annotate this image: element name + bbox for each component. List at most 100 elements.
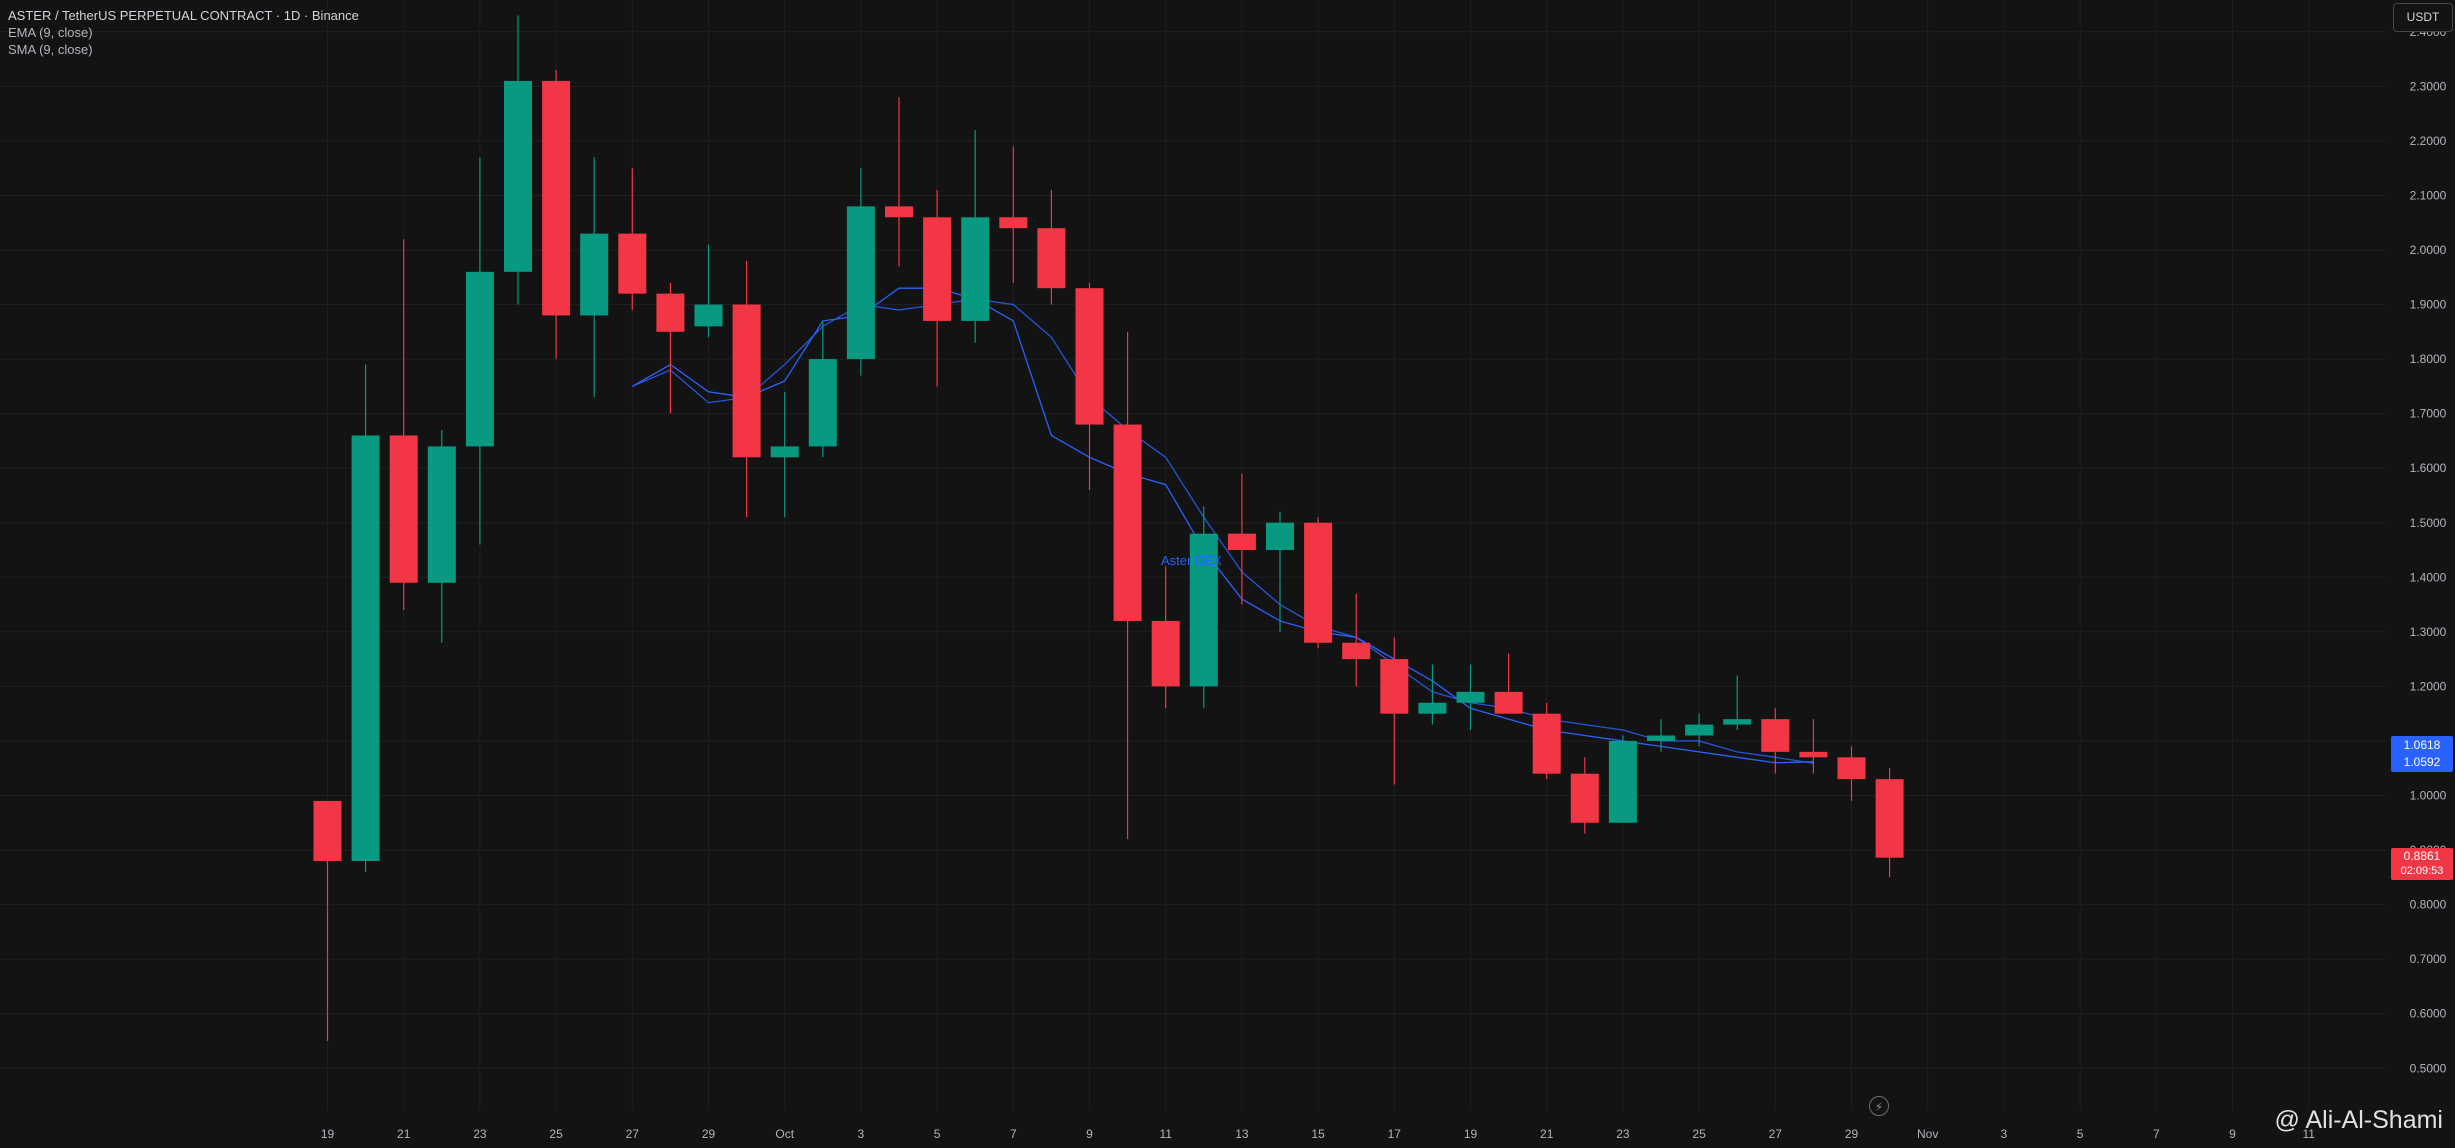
sma-line xyxy=(632,298,1814,764)
candle-body xyxy=(1723,719,1752,725)
date-tick-label: 29 xyxy=(1845,1127,1859,1141)
price-tick-label: 2.2000 xyxy=(2410,134,2447,148)
price-tick-label: 1.0000 xyxy=(2410,789,2447,803)
candle-body xyxy=(1189,533,1218,687)
price-tick-label: 2.0000 xyxy=(2410,243,2447,257)
date-tick-label: 3 xyxy=(858,1127,865,1141)
candle-body xyxy=(1685,724,1714,736)
date-tick-label: 25 xyxy=(1692,1127,1706,1141)
candle xyxy=(389,239,418,611)
chart-annotation-label: Aster DEX xyxy=(1161,553,1222,568)
candle xyxy=(1037,189,1066,305)
candle xyxy=(1761,708,1790,774)
date-tick-label: 5 xyxy=(2077,1127,2084,1141)
candle-body xyxy=(1875,779,1904,858)
time-axis[interactable]: 19 21 23 25 27 29 Oct 3 5 7 9 11 13 15 17 19 21 23 25 27 29 N… xyxy=(321,1127,2315,1141)
candle xyxy=(313,800,342,1041)
price-tick-label: 1.2000 xyxy=(2410,679,2447,693)
candle xyxy=(1380,637,1409,785)
price-tick-label: 2.1000 xyxy=(2410,188,2447,202)
price-tick-label: 1.4000 xyxy=(2410,570,2447,584)
candle-body xyxy=(656,293,685,332)
candle xyxy=(923,189,952,387)
date-tick-label: 3 xyxy=(2001,1127,2008,1141)
candle xyxy=(808,320,837,458)
price-tick-label: 0.6000 xyxy=(2410,1007,2447,1021)
indicator-price-tag: 1.0618 1.0592 xyxy=(2391,736,2453,772)
candle-body xyxy=(1494,691,1523,714)
candle xyxy=(961,129,990,343)
sma-legend-label[interactable]: SMA (9, close) xyxy=(8,42,93,57)
price-tick-label: 0.5000 xyxy=(2410,1061,2447,1075)
date-tick-label: 9 xyxy=(1086,1127,1093,1141)
price-tick-label: 1.8000 xyxy=(2410,352,2447,366)
indicator-lines xyxy=(631,287,1814,764)
price-axis[interactable]: 0.50000.60000.70000.80000.90001.00001.10… xyxy=(2410,25,2447,1075)
candle-body xyxy=(1266,522,1294,551)
candle-body xyxy=(504,80,532,272)
candle xyxy=(580,157,609,398)
date-tick-label: 29 xyxy=(702,1127,716,1141)
candle xyxy=(885,97,913,267)
candle xyxy=(351,364,380,872)
price-tick-label: 1.5000 xyxy=(2410,516,2447,530)
candle-body xyxy=(846,206,875,360)
candle xyxy=(1075,282,1104,491)
candle-body xyxy=(1151,620,1180,687)
last-price-value: 0.8861 xyxy=(2403,849,2441,863)
candle xyxy=(694,244,723,338)
candle xyxy=(1227,473,1256,605)
price-tick-label: 1.7000 xyxy=(2410,407,2447,421)
candle-body xyxy=(542,80,571,316)
candle-body xyxy=(1837,757,1866,780)
candle xyxy=(1304,517,1333,649)
candle-body xyxy=(1647,735,1675,741)
currency-button[interactable]: USDT xyxy=(2393,3,2453,32)
ema-legend-label[interactable]: EMA (9, close) xyxy=(8,25,93,40)
price-tick-label: 2.3000 xyxy=(2410,79,2447,93)
candle xyxy=(1266,511,1294,632)
candle-body xyxy=(999,217,1028,229)
author-watermark: @ Ali-Al-Shami xyxy=(2274,1106,2443,1134)
price-tick-label: 1.3000 xyxy=(2410,625,2447,639)
candle-body xyxy=(1380,659,1409,714)
price-tick-label: 1.9000 xyxy=(2410,298,2447,312)
ema-line xyxy=(631,287,1814,764)
date-tick-label: 21 xyxy=(397,1127,411,1141)
sma-price-value: 1.0592 xyxy=(2403,755,2441,769)
candles xyxy=(313,15,1904,1041)
candle xyxy=(1570,757,1599,834)
date-tick-label: 13 xyxy=(1235,1127,1249,1141)
candle-body xyxy=(1761,719,1790,752)
candle-body xyxy=(1418,702,1447,714)
candle-body xyxy=(1570,773,1599,823)
date-tick-label: 11 xyxy=(2302,1127,2315,1141)
candle xyxy=(770,391,799,518)
candle-body xyxy=(351,435,380,861)
date-tick-label: 11 xyxy=(1159,1127,1172,1141)
date-tick-label: 17 xyxy=(1388,1127,1402,1141)
date-tick-label: 23 xyxy=(1616,1127,1630,1141)
candle xyxy=(618,168,647,311)
price-tick-label: 0.7000 xyxy=(2410,952,2447,966)
lightning-icon[interactable]: ⚡ xyxy=(1869,1096,1889,1116)
candle-body xyxy=(808,359,837,447)
candle-body xyxy=(580,233,609,316)
candle xyxy=(504,15,532,305)
date-tick-label: 5 xyxy=(934,1127,941,1141)
candle xyxy=(1494,653,1523,714)
candle xyxy=(1723,675,1752,731)
candle-body xyxy=(389,435,418,583)
candle xyxy=(1189,506,1218,709)
date-tick-label: Nov xyxy=(1917,1127,1938,1141)
candle-body xyxy=(770,446,799,458)
bar-countdown: 02:09:53 xyxy=(2400,865,2444,877)
candle-body xyxy=(1799,751,1828,758)
candle xyxy=(1608,735,1637,823)
candle xyxy=(1685,713,1714,747)
candle-body xyxy=(1342,642,1371,660)
candle xyxy=(1799,719,1828,774)
candle-body xyxy=(1608,740,1637,823)
date-tick-label: 25 xyxy=(549,1127,563,1141)
